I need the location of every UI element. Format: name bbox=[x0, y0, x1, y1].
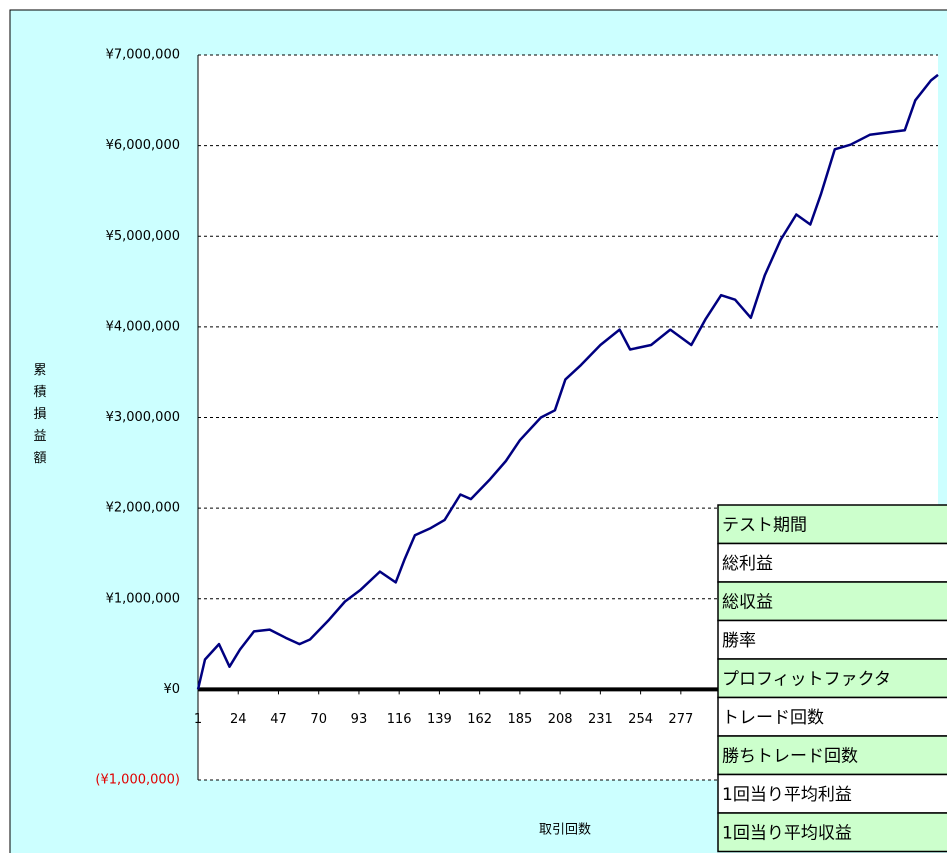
x-axis-title: 取引回数 bbox=[539, 823, 591, 838]
table-cell-text: トレード回数 bbox=[722, 708, 824, 728]
table-cell bbox=[717, 581, 947, 622]
y-tick-label: ¥6,000,000 bbox=[106, 138, 180, 153]
y-axis-title-text: 累積損益額 bbox=[33, 363, 46, 466]
equity-line bbox=[196, 73, 939, 690]
x-tick-label: 93 bbox=[351, 712, 368, 727]
table-cell bbox=[717, 812, 947, 853]
table-cell-text: テスト期間 bbox=[722, 515, 807, 535]
table-row: 1回当り平均収益 bbox=[717, 812, 947, 853]
table-row: 勝率 bbox=[717, 619, 947, 660]
table-cell bbox=[717, 773, 947, 814]
x-tick-label: 47 bbox=[270, 712, 287, 727]
table-cell-text: プロフィットファクタ bbox=[722, 669, 891, 689]
table-row: プロフィットファクタ bbox=[717, 658, 947, 699]
y-tick-label: ¥7,000,000 bbox=[106, 48, 180, 63]
table-cell bbox=[717, 735, 947, 776]
table-row: 勝ちトレード回数 bbox=[717, 735, 947, 776]
y-tick-label: (¥1,000,000) bbox=[95, 773, 180, 788]
x-tick-label: 70 bbox=[310, 712, 327, 727]
table-row: 総収益 bbox=[717, 581, 947, 622]
x-tick-label: 208 bbox=[548, 712, 573, 727]
x-tick-label: 24 bbox=[230, 712, 247, 727]
table-cell-text: 1回当り平均利益 bbox=[722, 785, 852, 805]
x-tick-label: 139 bbox=[427, 712, 452, 727]
x-tick-label: 1 bbox=[194, 712, 202, 727]
table-cell-text: 勝率 bbox=[722, 631, 756, 651]
y-axis-title: 累積損益額 bbox=[33, 363, 46, 466]
y-tick-label: ¥5,000,000 bbox=[106, 229, 180, 244]
table-cell bbox=[717, 658, 947, 699]
x-tick-label: 162 bbox=[467, 712, 492, 727]
table-cell-text: 1回当り平均収益 bbox=[722, 823, 852, 843]
table-cell-text: 総利益 bbox=[722, 554, 773, 574]
table-row: トレード回数 bbox=[717, 696, 947, 737]
y-tick-label: ¥4,000,000 bbox=[106, 319, 180, 334]
x-tick-label: 277 bbox=[668, 712, 693, 727]
table-row: 総利益 bbox=[717, 542, 947, 583]
y-tick-label: ¥2,000,000 bbox=[106, 501, 180, 516]
y-tick-label: ¥0 bbox=[163, 682, 180, 697]
table-cell-text: 勝ちトレード回数 bbox=[722, 746, 858, 766]
table-cell bbox=[717, 696, 947, 737]
table-row: テスト期間 bbox=[717, 504, 947, 545]
table-cell-text: 総収益 bbox=[722, 592, 773, 612]
x-tick-label: 116 bbox=[387, 712, 412, 727]
x-tick-label: 254 bbox=[628, 712, 653, 727]
y-tick-label: ¥3,000,000 bbox=[106, 410, 180, 425]
table-row: 1回当り平均利益 bbox=[717, 773, 947, 814]
x-tick-label: 231 bbox=[588, 712, 613, 727]
y-tick-label: ¥1,000,000 bbox=[106, 591, 180, 606]
x-tick-label: 185 bbox=[507, 712, 532, 727]
